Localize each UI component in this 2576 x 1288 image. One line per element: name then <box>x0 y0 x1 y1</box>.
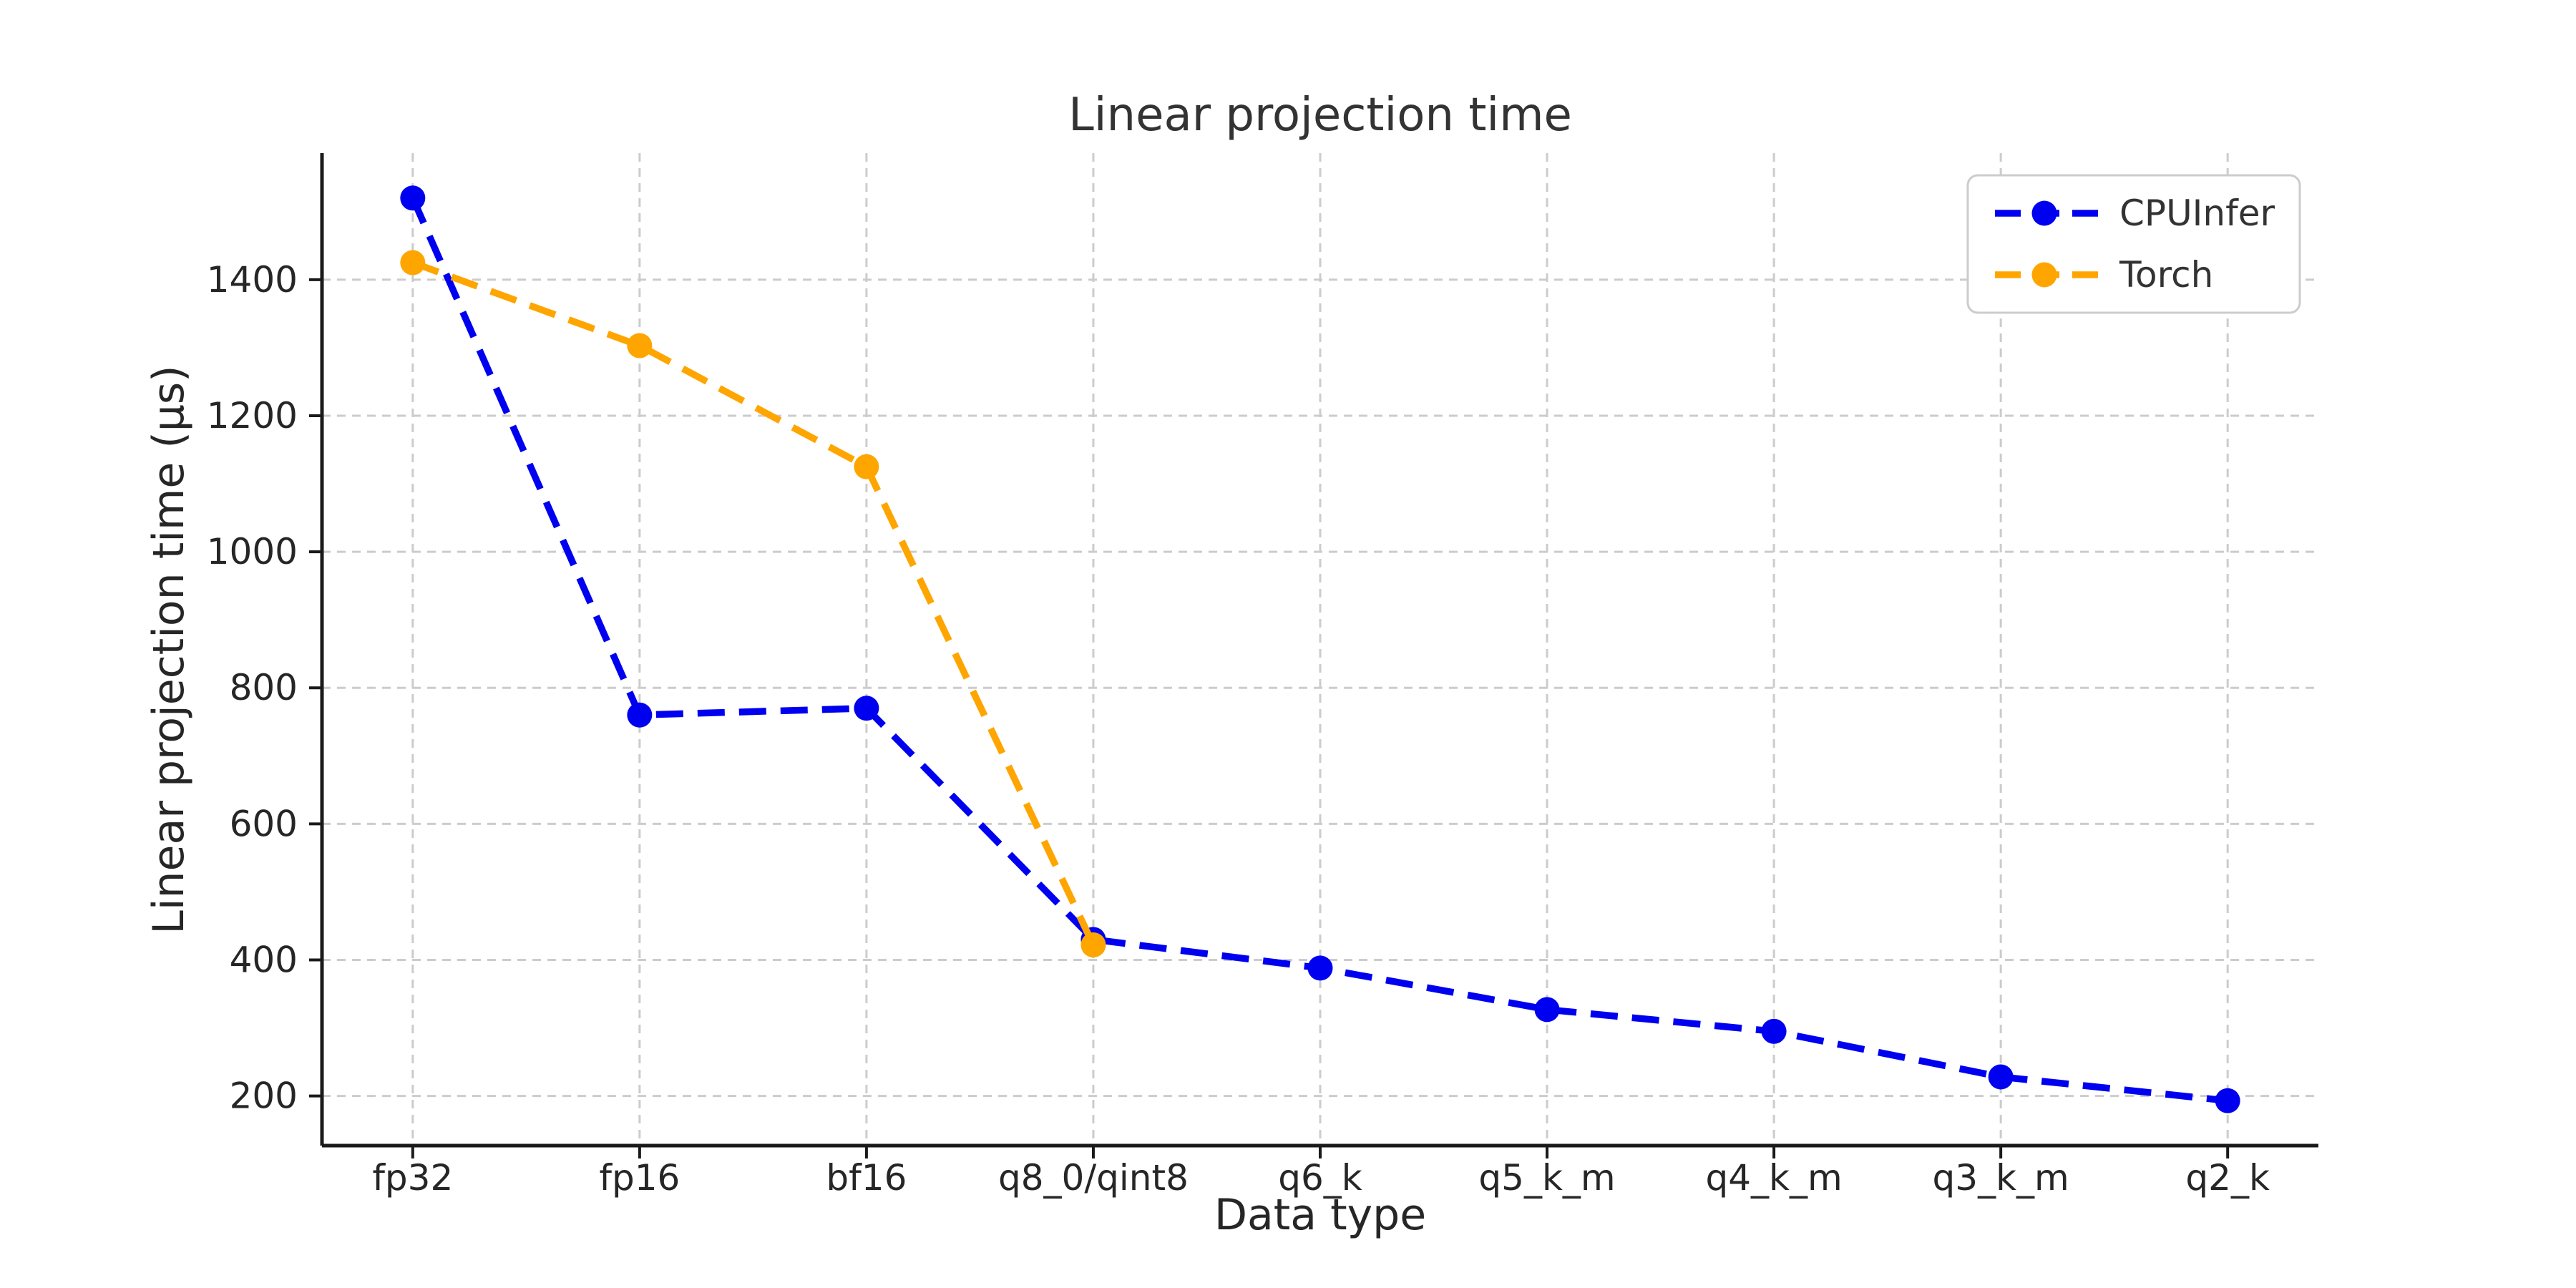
legend-sample-marker <box>2031 262 2057 288</box>
x-tick-label: fp16 <box>599 1157 680 1199</box>
x-tick-label: q4_k_m <box>1705 1157 1842 1199</box>
cpuinfer-data-point-marker <box>400 185 426 211</box>
y-tick-label: 1400 <box>207 259 298 301</box>
legend: CPUInfer Torch <box>1966 174 2301 314</box>
cpuinfer-data-point-marker <box>627 702 653 728</box>
torch-data-point-marker <box>1080 932 1106 958</box>
tick-marks <box>309 278 2230 1158</box>
torch-line <box>411 259 1097 947</box>
y-tick-label: 800 <box>230 667 298 708</box>
cpuinfer-data-point-marker <box>1307 955 1333 981</box>
y-tick-label: 600 <box>230 803 298 844</box>
x-tick-label: bf16 <box>826 1157 907 1199</box>
cpuinfer-data-point-marker <box>2215 1088 2240 1113</box>
chart-title: Linear projection time <box>1068 89 1572 142</box>
plot-area: 200 400 600 800 1000 1200 1400 fp32 fp16 bf16 q8_0… <box>207 153 2318 1199</box>
tick-labels: 200 400 600 800 1000 1200 1400 fp32 fp16 bf16 q8_0… <box>207 259 2270 1199</box>
x-tick-label: q3_k_m <box>1933 1157 2069 1199</box>
torch-data-point-marker <box>854 454 879 479</box>
y-tick-label: 200 <box>230 1075 298 1117</box>
x-tick-label: q8_0/qint8 <box>998 1157 1189 1199</box>
cpuinfer-data-point-marker <box>1988 1064 2014 1090</box>
x-tick-label: q5_k_m <box>1478 1157 1615 1199</box>
legend-entry-label: Torch <box>2119 254 2213 296</box>
cpuinfer-data-point-marker <box>1761 1018 1787 1044</box>
torch-data-point-marker <box>400 250 426 275</box>
cpuinfer-data-point-marker <box>1534 997 1560 1023</box>
cpuinfer-data-point-marker <box>854 696 879 721</box>
x-tick-label: q6_k <box>1278 1157 1362 1199</box>
y-tick-label: 400 <box>230 939 298 980</box>
y-tick-label: 1200 <box>207 395 298 436</box>
y-axis-label: Linear projection time (µs) <box>144 365 194 934</box>
x-tick-label: q2_k <box>2185 1157 2270 1199</box>
torch-data-point-marker <box>627 333 653 358</box>
y-tick-label: 1000 <box>207 531 298 572</box>
legend-sample-marker <box>2031 200 2057 226</box>
legend-entry-label: CPUInfer <box>2119 192 2275 234</box>
x-tick-label: fp32 <box>372 1157 453 1199</box>
torch-markers <box>400 250 1106 958</box>
x-axis-label: Data type <box>1214 1190 1426 1240</box>
